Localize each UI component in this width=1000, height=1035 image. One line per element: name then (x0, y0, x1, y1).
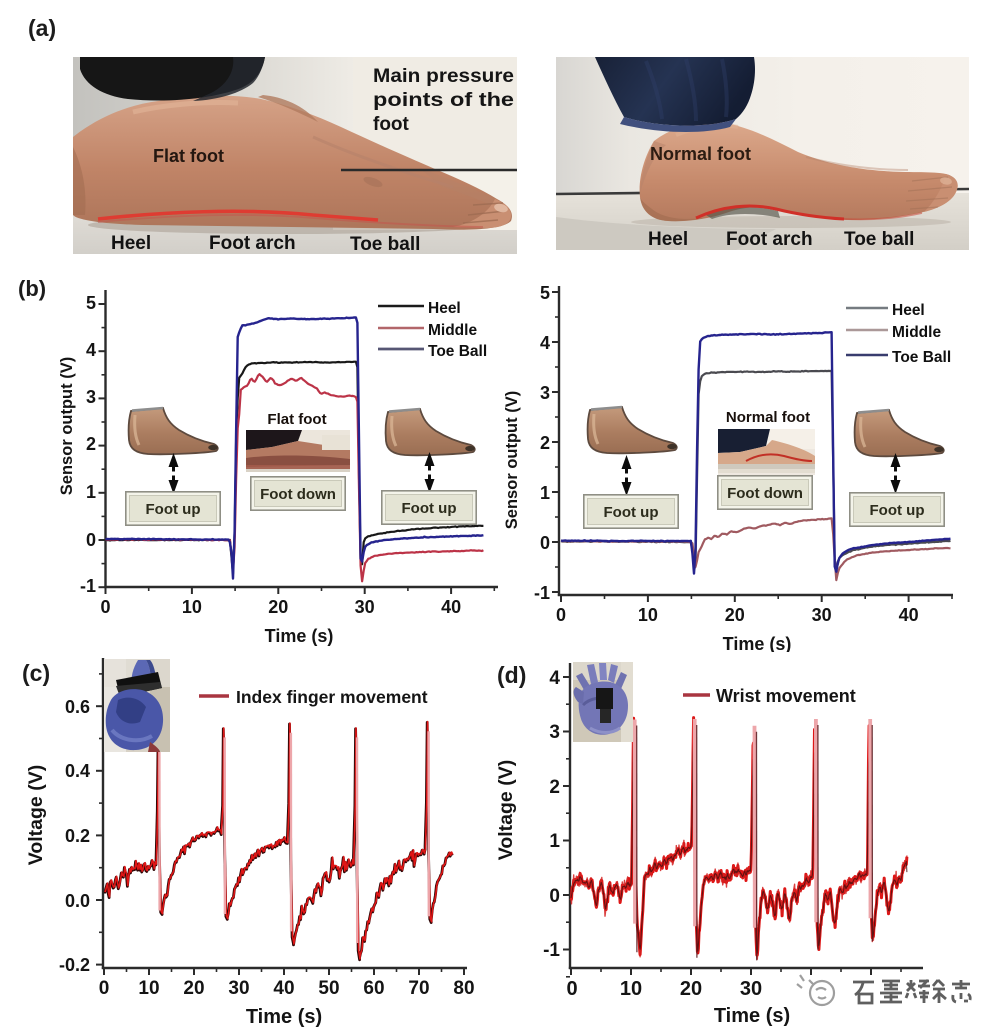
svg-text:Time (s): Time (s) (714, 1005, 790, 1027)
svg-text:0: 0 (549, 886, 560, 907)
svg-text:Sensor output (V): Sensor output (V) (503, 391, 521, 529)
svg-text:Flat foot: Flat foot (153, 146, 224, 166)
svg-text:Flat foot: Flat foot (267, 411, 326, 428)
svg-text:1: 1 (86, 482, 96, 502)
svg-text:-1: -1 (543, 940, 560, 961)
svg-text:-1: -1 (80, 576, 96, 596)
svg-text:2: 2 (549, 777, 560, 798)
svg-text:Time (s): Time (s) (265, 626, 334, 646)
svg-text:20: 20 (268, 597, 288, 617)
svg-text:10: 10 (182, 597, 202, 617)
svg-text:Normal foot: Normal foot (726, 409, 810, 426)
svg-text:Heel: Heel (892, 302, 925, 319)
svg-text:Toe Ball: Toe Ball (428, 343, 487, 360)
svg-text:Main pressure: Main pressure (373, 66, 514, 87)
svg-text:20: 20 (725, 605, 745, 625)
svg-text:60: 60 (363, 978, 384, 999)
svg-text:10: 10 (620, 978, 642, 1000)
svg-text:4: 4 (540, 333, 550, 353)
svg-text:Foot up: Foot up (604, 504, 659, 521)
svg-text:Sensor output (V): Sensor output (V) (58, 357, 76, 495)
svg-text:30: 30 (812, 605, 832, 625)
svg-text:3: 3 (549, 722, 560, 743)
svg-text:Time (s): Time (s) (723, 634, 792, 652)
svg-text:5: 5 (540, 283, 550, 303)
svg-text:40: 40 (273, 978, 294, 999)
svg-text:Foot up: Foot up (402, 500, 457, 517)
svg-text:1: 1 (540, 483, 550, 503)
svg-text:2: 2 (86, 434, 96, 454)
svg-text:Heel: Heel (428, 300, 461, 317)
svg-text:Index finger movement: Index finger movement (236, 687, 428, 707)
svg-text:80: 80 (453, 978, 474, 999)
svg-text:4: 4 (549, 668, 560, 689)
svg-text:0.4: 0.4 (65, 761, 90, 781)
svg-text:50: 50 (318, 978, 339, 999)
svg-text:30: 30 (740, 978, 762, 1000)
svg-text:5: 5 (86, 293, 96, 313)
svg-text:(d): (d) (497, 662, 526, 688)
svg-text:30: 30 (355, 597, 375, 617)
svg-text:Foot down: Foot down (260, 486, 336, 503)
svg-text:70: 70 (408, 978, 429, 999)
svg-text:40: 40 (899, 605, 919, 625)
svg-text:Toe ball: Toe ball (844, 229, 914, 250)
svg-text:30: 30 (228, 978, 249, 999)
svg-text:Foot arch: Foot arch (209, 233, 296, 254)
svg-text:Time (s): Time (s) (246, 1006, 322, 1028)
svg-text:4: 4 (86, 340, 96, 360)
svg-text:Middle: Middle (428, 322, 477, 339)
svg-text:0.0: 0.0 (65, 891, 90, 911)
svg-text:0: 0 (99, 978, 110, 999)
svg-text:10: 10 (638, 605, 658, 625)
svg-text:0: 0 (86, 530, 96, 550)
svg-text:Foot up: Foot up (146, 501, 201, 518)
svg-text:-1: -1 (534, 583, 550, 603)
svg-text:Toe ball: Toe ball (350, 234, 420, 254)
svg-text:Foot arch: Foot arch (726, 229, 813, 250)
svg-text:10: 10 (138, 978, 159, 999)
svg-text:foot: foot (373, 114, 410, 135)
svg-text:Heel: Heel (111, 233, 151, 254)
svg-text:0: 0 (540, 533, 550, 553)
svg-text:Foot up: Foot up (870, 502, 925, 519)
svg-text:20: 20 (680, 978, 702, 1000)
svg-text:0: 0 (556, 605, 566, 625)
svg-text:2: 2 (540, 433, 550, 453)
svg-text:0.6: 0.6 (65, 697, 90, 717)
svg-text:Wrist movement: Wrist movement (716, 686, 856, 706)
svg-text:1: 1 (549, 831, 560, 852)
svg-text:Voltage (V): Voltage (V) (495, 760, 517, 860)
svg-text:(b): (b) (18, 276, 46, 301)
svg-text:Heel: Heel (648, 229, 688, 250)
svg-text:3: 3 (86, 387, 96, 407)
svg-text:Middle: Middle (892, 324, 941, 341)
svg-text:0: 0 (100, 597, 110, 617)
svg-text:Foot down: Foot down (727, 485, 803, 502)
svg-text:0.2: 0.2 (65, 826, 90, 846)
svg-text:Voltage (V): Voltage (V) (25, 765, 47, 865)
svg-text:3: 3 (540, 383, 550, 403)
svg-text:-0.2: -0.2 (59, 955, 90, 975)
svg-text:Toe Ball: Toe Ball (892, 349, 951, 366)
svg-text:Normal foot: Normal foot (650, 144, 751, 164)
svg-text:40: 40 (441, 597, 461, 617)
svg-text:20: 20 (183, 978, 204, 999)
svg-text:points of the: points of the (373, 90, 514, 111)
svg-text:0: 0 (566, 978, 577, 1000)
svg-text:(c): (c) (22, 660, 50, 686)
